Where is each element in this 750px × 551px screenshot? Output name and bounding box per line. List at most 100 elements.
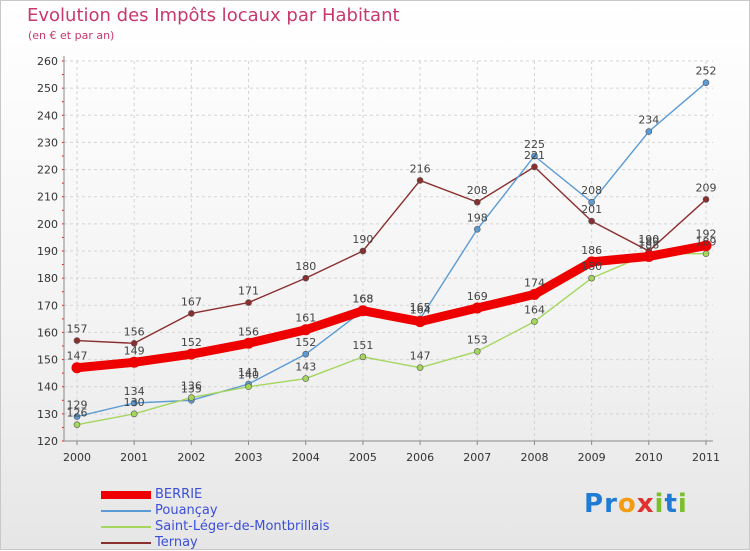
y-tick-label: 130: [37, 408, 58, 421]
data-point: [245, 299, 252, 306]
data-point: [130, 410, 138, 418]
data-label: 252: [696, 65, 717, 78]
data-point: [588, 274, 595, 282]
data-label: 140: [238, 369, 259, 382]
data-label: 126: [67, 407, 88, 420]
data-point: [130, 339, 138, 347]
data-point: [645, 128, 653, 135]
chart-title: Evolution des Impôts locaux par Habitant: [27, 5, 400, 26]
data-label: 143: [295, 361, 316, 374]
data-point: [473, 225, 481, 233]
logo-letter: P: [584, 489, 605, 519]
data-label: 167: [181, 295, 202, 308]
logo-letter: t: [664, 489, 678, 519]
data-label: 234: [638, 114, 659, 127]
logo-letter: r: [604, 489, 618, 519]
x-tick-label: 2010: [635, 451, 663, 464]
data-label: 190: [352, 233, 373, 246]
y-tick-label: 210: [37, 191, 58, 204]
y-tick-label: 200: [37, 218, 58, 231]
data-label: 161: [295, 312, 316, 325]
data-label: 188: [638, 238, 659, 251]
data-point: [531, 318, 538, 325]
data-label: 208: [581, 184, 602, 197]
data-point: [473, 348, 481, 355]
data-point: [185, 348, 197, 360]
data-label: 209: [696, 181, 717, 194]
x-tick-label: 2009: [578, 451, 606, 464]
series-line-3: [76, 166, 707, 344]
data-point: [702, 79, 710, 87]
data-point: [302, 375, 310, 382]
x-tick-label: 2003: [235, 451, 263, 464]
x-tick-label: 2004: [292, 451, 320, 464]
logo-letter: x: [636, 489, 655, 519]
legend-swatch: [101, 542, 151, 544]
data-point: [302, 350, 310, 358]
data-label: 168: [352, 293, 373, 306]
data-label: 147: [67, 350, 88, 363]
x-tick-label: 2002: [177, 451, 205, 464]
data-label: 141: [238, 366, 259, 379]
data-label: 135: [181, 382, 202, 395]
data-label: 189: [638, 236, 659, 249]
data-point: [416, 364, 424, 372]
chart-subtitle: (en € et par an): [28, 29, 115, 42]
data-label: 151: [352, 339, 373, 352]
data-point: [528, 288, 540, 300]
data-label: 152: [295, 336, 316, 349]
data-point: [531, 152, 538, 160]
legend-swatch: [101, 510, 151, 512]
logo-letter: i: [677, 489, 688, 519]
data-point: [702, 250, 710, 258]
legend-swatch: [101, 526, 151, 528]
data-label: 156: [124, 325, 145, 338]
data-point: [300, 324, 312, 336]
data-label: 149: [124, 344, 145, 357]
logo-letter: o: [617, 489, 637, 519]
data-point: [302, 274, 310, 282]
x-tick-label: 2008: [520, 451, 548, 464]
legend-label: Saint-Léger-de-Montbrillais: [155, 519, 330, 534]
data-point: [473, 198, 481, 206]
series-line-0: [72, 241, 711, 373]
data-label: 129: [67, 399, 88, 412]
y-tick-label: 160: [37, 326, 58, 339]
data-label: 171: [238, 285, 259, 298]
y-tick-label: 180: [37, 272, 58, 285]
data-label: 180: [581, 260, 602, 273]
y-tick-label: 170: [37, 299, 58, 312]
y-tick-label: 230: [37, 136, 58, 149]
data-point: [73, 421, 81, 429]
data-label: 198: [467, 211, 488, 224]
proxiti-logo: Proxiti: [584, 489, 688, 519]
data-point: [188, 310, 195, 317]
data-point: [71, 362, 83, 374]
data-point: [531, 163, 538, 171]
data-label: 208: [467, 184, 488, 197]
y-tick-label: 240: [37, 109, 58, 122]
data-label: 225: [524, 138, 545, 151]
data-label: 190: [638, 233, 659, 246]
y-tick-label: 250: [37, 82, 58, 95]
x-tick-label: 2005: [349, 451, 377, 464]
data-point: [702, 196, 710, 203]
data-label: 147: [410, 350, 431, 363]
data-label: 189: [696, 236, 717, 249]
data-label: 174: [524, 276, 545, 289]
data-label: 153: [467, 333, 488, 346]
y-tick-label: 220: [37, 164, 58, 177]
data-label: 164: [410, 304, 431, 317]
data-point: [588, 198, 595, 206]
data-label: 186: [581, 244, 602, 257]
data-point: [130, 399, 138, 407]
data-label: 164: [524, 304, 545, 317]
x-tick-label: 2006: [406, 451, 434, 464]
data-point: [188, 394, 195, 401]
data-point: [586, 256, 598, 268]
data-point: [73, 337, 81, 344]
y-tick-label: 140: [37, 381, 58, 394]
data-label: 157: [67, 323, 88, 336]
legend-swatch: [101, 491, 151, 499]
y-tick-label: 190: [37, 245, 58, 258]
